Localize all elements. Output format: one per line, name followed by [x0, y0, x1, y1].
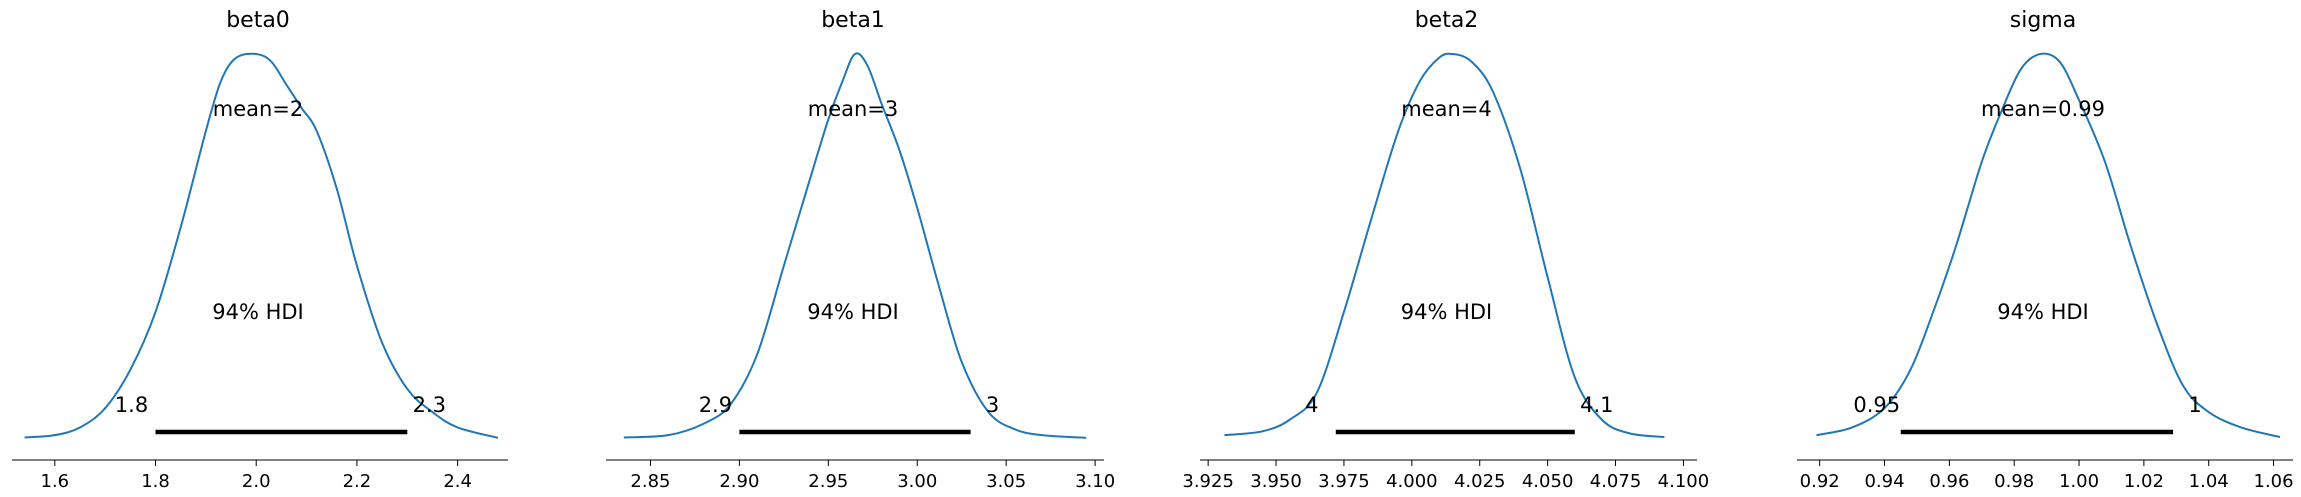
x-tick-label: 2.0 — [242, 471, 271, 492]
x-tick-label: 3.925 — [1182, 471, 1234, 492]
density-curve — [623, 52, 1087, 439]
x-tick-label: 4.025 — [1454, 471, 1506, 492]
x-tick-label: 2.2 — [343, 471, 372, 492]
x-tick-label: 1.04 — [2189, 471, 2229, 492]
hdi-high-label: 4.1 — [1580, 393, 1613, 417]
x-tick-label: 2.85 — [630, 471, 670, 492]
x-tick-label: 0.94 — [1864, 471, 1904, 492]
hdi-high-label: 1 — [2188, 393, 2201, 417]
x-tick-label: 3.00 — [897, 471, 937, 492]
mean-label: mean=4 — [1401, 97, 1492, 121]
hdi-label: 94% HDI — [807, 300, 899, 324]
x-tick-label: 0.96 — [1929, 471, 1969, 492]
mean-label: mean=3 — [808, 97, 899, 121]
panel-title: sigma — [2010, 8, 2076, 33]
hdi-low-label: 0.95 — [1853, 393, 1900, 417]
panel-beta1: beta1 2.85 2.90 2.95 3.00 3.05 3.10 mean=3 94% H… — [606, 8, 1115, 492]
x-tick-label: 2.4 — [443, 471, 472, 492]
density-curve — [24, 52, 499, 439]
x-tick-label: 4.000 — [1386, 471, 1438, 492]
hdi-high-label: 3 — [986, 393, 999, 417]
panel-title: beta2 — [1415, 8, 1479, 33]
x-tick-label: 3.975 — [1318, 471, 1370, 492]
density-curve — [1224, 52, 1665, 439]
x-tick-label: 4.075 — [1590, 471, 1642, 492]
hdi-label: 94% HDI — [1997, 300, 2089, 324]
hdi-low-label: 1.8 — [115, 393, 148, 417]
panel-title: beta0 — [226, 8, 290, 33]
panel-beta0: beta0 1.6 1.8 2.0 2.2 2.4 mean=2 94% HDI 1.8 2.3 — [12, 8, 508, 492]
panel-sigma: sigma 0.92 0.94 0.96 0.98 1.00 1.02 1.04 1.06 mea… — [1797, 8, 2294, 492]
density-curve — [1816, 52, 2281, 439]
hdi-label: 94% HDI — [212, 300, 304, 324]
x-tick-label: 1.6 — [40, 471, 69, 492]
hdi-label: 94% HDI — [1401, 300, 1493, 324]
hdi-low-label: 2.9 — [699, 393, 732, 417]
hdi-low-label: 4 — [1305, 393, 1318, 417]
x-tick-label: 0.98 — [1994, 471, 2034, 492]
panel-title: beta1 — [821, 8, 885, 33]
panel-beta2: beta2 3.925 3.950 3.975 4.000 4.025 4.050 4.075… — [1182, 8, 1709, 492]
x-tick-label: 1.02 — [2124, 471, 2164, 492]
x-tick-label: 2.95 — [808, 471, 848, 492]
mean-label: mean=2 — [213, 97, 304, 121]
x-tick-label: 1.8 — [141, 471, 170, 492]
x-tick-label: 1.06 — [2254, 471, 2294, 492]
x-tick-label: 3.950 — [1250, 471, 1302, 492]
x-tick-label: 2.90 — [719, 471, 759, 492]
x-tick-label: 3.10 — [1075, 471, 1115, 492]
x-tick-label: 3.05 — [986, 471, 1026, 492]
hdi-high-label: 2.3 — [413, 393, 446, 417]
x-tick-label: 0.92 — [1800, 471, 1840, 492]
x-tick-label: 1.00 — [2059, 471, 2099, 492]
x-tick-label: 4.100 — [1658, 471, 1710, 492]
mean-label: mean=0.99 — [1981, 97, 2105, 121]
x-tick-label: 4.050 — [1522, 471, 1574, 492]
